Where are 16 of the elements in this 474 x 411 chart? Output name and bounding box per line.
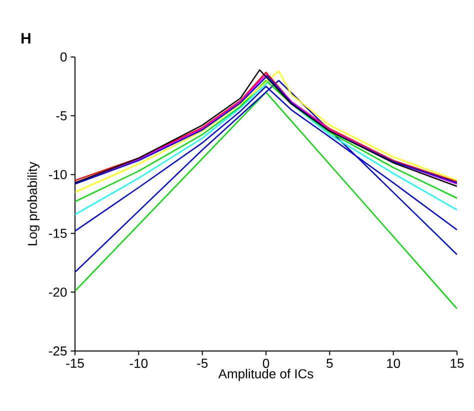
x-tick-label: -15 [66,358,84,368]
x-tick-label: 5 [326,358,333,368]
x-tick-label: 10 [387,358,400,368]
x-tick-label: 0 [262,358,270,368]
x-tick-label: 15 [450,358,464,368]
y-tick-label: -10 [48,170,67,180]
y-tick-label: -25 [48,346,67,356]
text: H [22,33,30,44]
x-tick-label: -10 [130,358,148,368]
y-tick-label: 0 [60,52,67,62]
y-axis-title: Log probability [27,162,40,246]
x-tick-label: -5 [197,358,208,368]
x-axis-title: Amplitude of ICs [218,368,314,381]
y-tick-label: -15 [48,228,67,238]
y-tick-label: -20 [48,288,67,297]
y-tick-label: -5 [56,111,67,120]
